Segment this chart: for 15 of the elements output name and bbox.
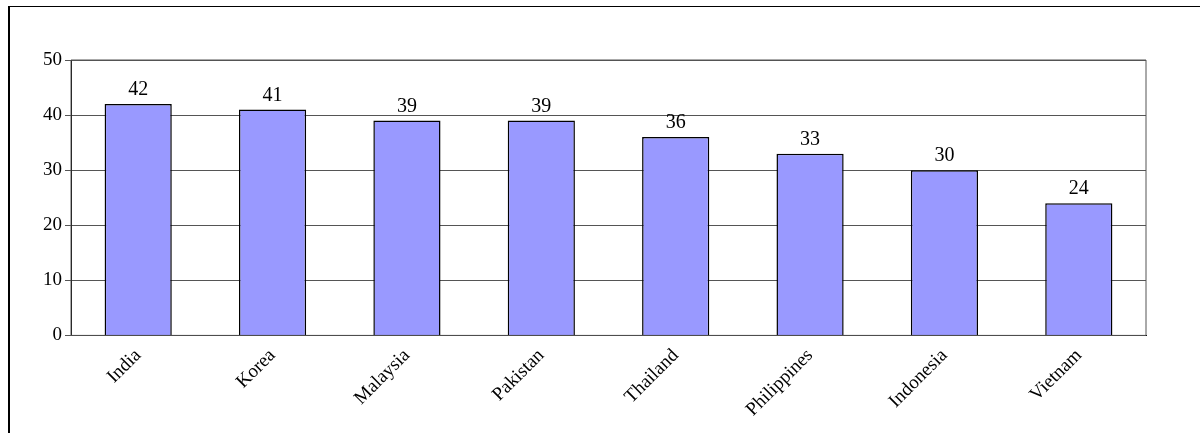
y-tick-label: 40 <box>43 103 62 125</box>
data-label: 24 <box>1068 176 1089 199</box>
y-tick-label: 50 <box>43 47 62 69</box>
x-tick-label: India <box>102 343 145 387</box>
data-label: 30 <box>934 143 955 166</box>
y-tick-label: 0 <box>52 323 62 345</box>
data-label: 39 <box>531 93 552 116</box>
data-label: 36 <box>665 110 686 133</box>
data-label: 42 <box>128 77 149 100</box>
data-label: 39 <box>396 93 417 116</box>
data-label: 33 <box>800 126 821 149</box>
y-tick-label: 30 <box>43 158 62 180</box>
y-tick-label: 10 <box>43 268 62 290</box>
y-tick-label: 20 <box>43 213 62 235</box>
data-label: 41 <box>262 82 283 105</box>
